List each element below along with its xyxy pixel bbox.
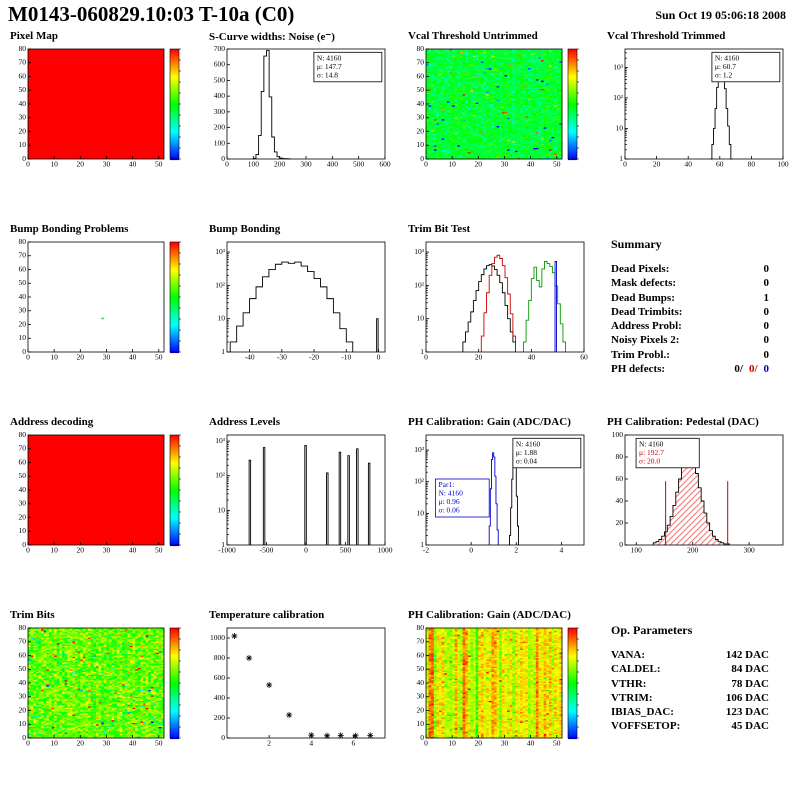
ph-gain-map-canvas bbox=[400, 623, 592, 753]
op-value: 142 DAC bbox=[725, 649, 769, 661]
summary-label: Trim Probl.: bbox=[611, 348, 670, 361]
summary-label: Dead Trimbits: bbox=[611, 305, 683, 318]
plot-title-address-levels: Address Levels bbox=[209, 416, 280, 428]
bump-bonding-canvas bbox=[201, 237, 393, 367]
summary-value: 0 bbox=[763, 305, 770, 318]
summary-value: 0 bbox=[763, 263, 770, 275]
summary-panel: Summary Dead Pixels: 0 Mask defects: 0 Dea… bbox=[599, 219, 796, 412]
op-label: VANA: bbox=[611, 649, 646, 661]
ph-defects-black: 0/ bbox=[734, 363, 743, 376]
trim-bits-map-canvas bbox=[2, 623, 194, 753]
op-label: IBIAS_DAC: bbox=[611, 706, 674, 719]
plot-title-vcal-trimmed: Vcal Threshold Trimmed bbox=[607, 30, 726, 42]
summary-row-dead-pixels: Dead Pixels: 0 bbox=[611, 262, 769, 276]
chart-address-decoding: Address decoding bbox=[2, 412, 201, 605]
plot-title-trim-bits-map: Trim Bits bbox=[10, 609, 55, 621]
trim-bit-test-canvas bbox=[400, 237, 592, 367]
summary-label: Noisy Pixels 2: bbox=[611, 334, 680, 347]
summary-value: 0 bbox=[763, 277, 770, 290]
chart-trim-bits-map: Trim Bits bbox=[2, 605, 201, 798]
plot-title-ph-gain-map: PH Calibration: Gain (ADC/DAC) bbox=[408, 609, 571, 621]
op-value: 123 DAC bbox=[725, 706, 769, 719]
op-row-caldel: CALDEL: 84 DAC bbox=[611, 662, 769, 676]
op-label: VTHR: bbox=[611, 677, 647, 690]
ph-pedestal-canvas bbox=[599, 430, 791, 560]
op-label: VTRIM: bbox=[611, 691, 653, 704]
plot-title-bump-bonding: Bump Bonding bbox=[209, 223, 281, 235]
plot-title-temp-calibration: Temperature calibration bbox=[209, 609, 325, 621]
op-label: CALDEL: bbox=[611, 663, 661, 676]
plot-title-ph-pedestal: PH Calibration: Pedestal (DAC) bbox=[607, 416, 759, 428]
scurve-noise-canvas bbox=[201, 44, 393, 174]
chart-ph-gain-map: PH Calibration: Gain (ADC/DAC) bbox=[400, 605, 599, 798]
plot-title-scurve-noise: S-Curve widths: Noise (e⁻) bbox=[209, 31, 335, 43]
op-value: 106 DAC bbox=[725, 691, 769, 704]
timestamp: Sun Oct 19 05:06:18 2008 bbox=[655, 8, 786, 22]
op-row-voffsetop: VOFFSETOP: 45 DAC bbox=[611, 719, 769, 733]
summary-row-dead-bumps: Dead Bumps: 1 bbox=[611, 291, 769, 305]
chart-bump-bonding: Bump Bonding bbox=[201, 219, 400, 412]
summary-row-noisy-pixels: Noisy Pixels 2: 0 bbox=[611, 333, 769, 347]
op-row-vthr: VTHR: 78 DAC bbox=[611, 677, 769, 691]
summary-label: Dead Bumps: bbox=[611, 291, 675, 304]
op-row-vana: VANA: 142 DAC bbox=[611, 648, 769, 662]
plot-title-ph-gain-hist: PH Calibration: Gain (ADC/DAC) bbox=[408, 416, 571, 428]
chart-bump-bonding-problems: Bump Bonding Problems bbox=[2, 219, 201, 412]
plot-title-pixel-map: Pixel Map bbox=[10, 30, 58, 42]
ph-defects-red: 0/ bbox=[748, 363, 758, 376]
chart-temperature-calibration: Temperature calibration bbox=[201, 605, 400, 798]
op-parameters-panel: Op. Parameters VANA: 142 DAC CALDEL: 84 DA… bbox=[599, 605, 796, 798]
op-value: 84 DAC bbox=[731, 663, 769, 676]
plot-grid: Pixel Map S-Curve widths: Noise (e⁻) Vca… bbox=[2, 26, 796, 798]
chart-ph-gain-hist: PH Calibration: Gain (ADC/DAC) bbox=[400, 412, 599, 605]
pixel-map-canvas bbox=[2, 44, 194, 174]
op-row-ibias: IBIAS_DAC: 123 DAC bbox=[611, 705, 769, 719]
plot-title-bump-problems: Bump Bonding Problems bbox=[10, 223, 129, 235]
ph-gain-hist-canvas bbox=[400, 430, 592, 560]
address-decoding-canvas bbox=[2, 430, 194, 560]
summary-value: 0 bbox=[763, 348, 770, 361]
op-row-vtrim: VTRIM: 106 DAC bbox=[611, 691, 769, 705]
summary-label: PH defects: bbox=[611, 363, 666, 376]
bump-problems-canvas bbox=[2, 237, 194, 367]
op-parameters-title: Op. Parameters bbox=[611, 623, 693, 637]
summary-row-dead-trimbits: Dead Trimbits: 0 bbox=[611, 305, 769, 319]
summary-row-address-probl: Address Probl: 0 bbox=[611, 319, 769, 333]
chart-scurve-noise: S-Curve widths: Noise (e⁻) bbox=[201, 26, 400, 219]
op-value: 78 DAC bbox=[731, 677, 769, 690]
chart-pixel-map: Pixel Map bbox=[2, 26, 201, 219]
summary-value: 0 bbox=[763, 320, 770, 333]
vcal-trimmed-canvas bbox=[599, 44, 791, 174]
address-levels-canvas bbox=[201, 430, 393, 560]
plot-title-address-decoding: Address decoding bbox=[10, 416, 94, 428]
summary-label: Mask defects: bbox=[611, 277, 677, 290]
chart-trim-bit-test: Trim Bit Test bbox=[400, 219, 599, 412]
temp-calibration-canvas bbox=[201, 623, 393, 753]
op-label: VOFFSETOP: bbox=[611, 720, 681, 733]
summary-row-ph-defects: PH defects: 0/0/0 bbox=[611, 362, 769, 376]
summary-title: Summary bbox=[611, 237, 662, 251]
chart-ph-pedestal: PH Calibration: Pedestal (DAC) bbox=[599, 412, 796, 605]
summary-row-mask-defects: Mask defects: 0 bbox=[611, 276, 769, 290]
summary-value: 1 bbox=[763, 291, 770, 304]
plot-title-trim-bit-test: Trim Bit Test bbox=[408, 223, 471, 235]
summary-value: 0 bbox=[763, 334, 770, 347]
plot-title-vcal-untrimmed: Vcal Threshold Untrimmed bbox=[408, 30, 538, 42]
summary-label: Dead Pixels: bbox=[611, 263, 670, 275]
vcal-untrimmed-canvas bbox=[400, 44, 592, 174]
op-value: 45 DAC bbox=[731, 720, 769, 733]
chart-vcal-threshold-untrimmed: Vcal Threshold Untrimmed bbox=[400, 26, 599, 219]
page-title: M0143-060829.10:03 T-10a (C0) bbox=[8, 2, 295, 26]
summary-row-trim-probl: Trim Probl.: 0 bbox=[611, 348, 769, 362]
summary-label: Address Probl: bbox=[611, 320, 682, 333]
ph-defects-values: 0/0/0 bbox=[728, 362, 769, 376]
chart-vcal-threshold-trimmed: Vcal Threshold Trimmed bbox=[599, 26, 796, 219]
ph-defects-blue: 0 bbox=[763, 363, 770, 376]
chart-address-levels: Address Levels bbox=[201, 412, 400, 605]
